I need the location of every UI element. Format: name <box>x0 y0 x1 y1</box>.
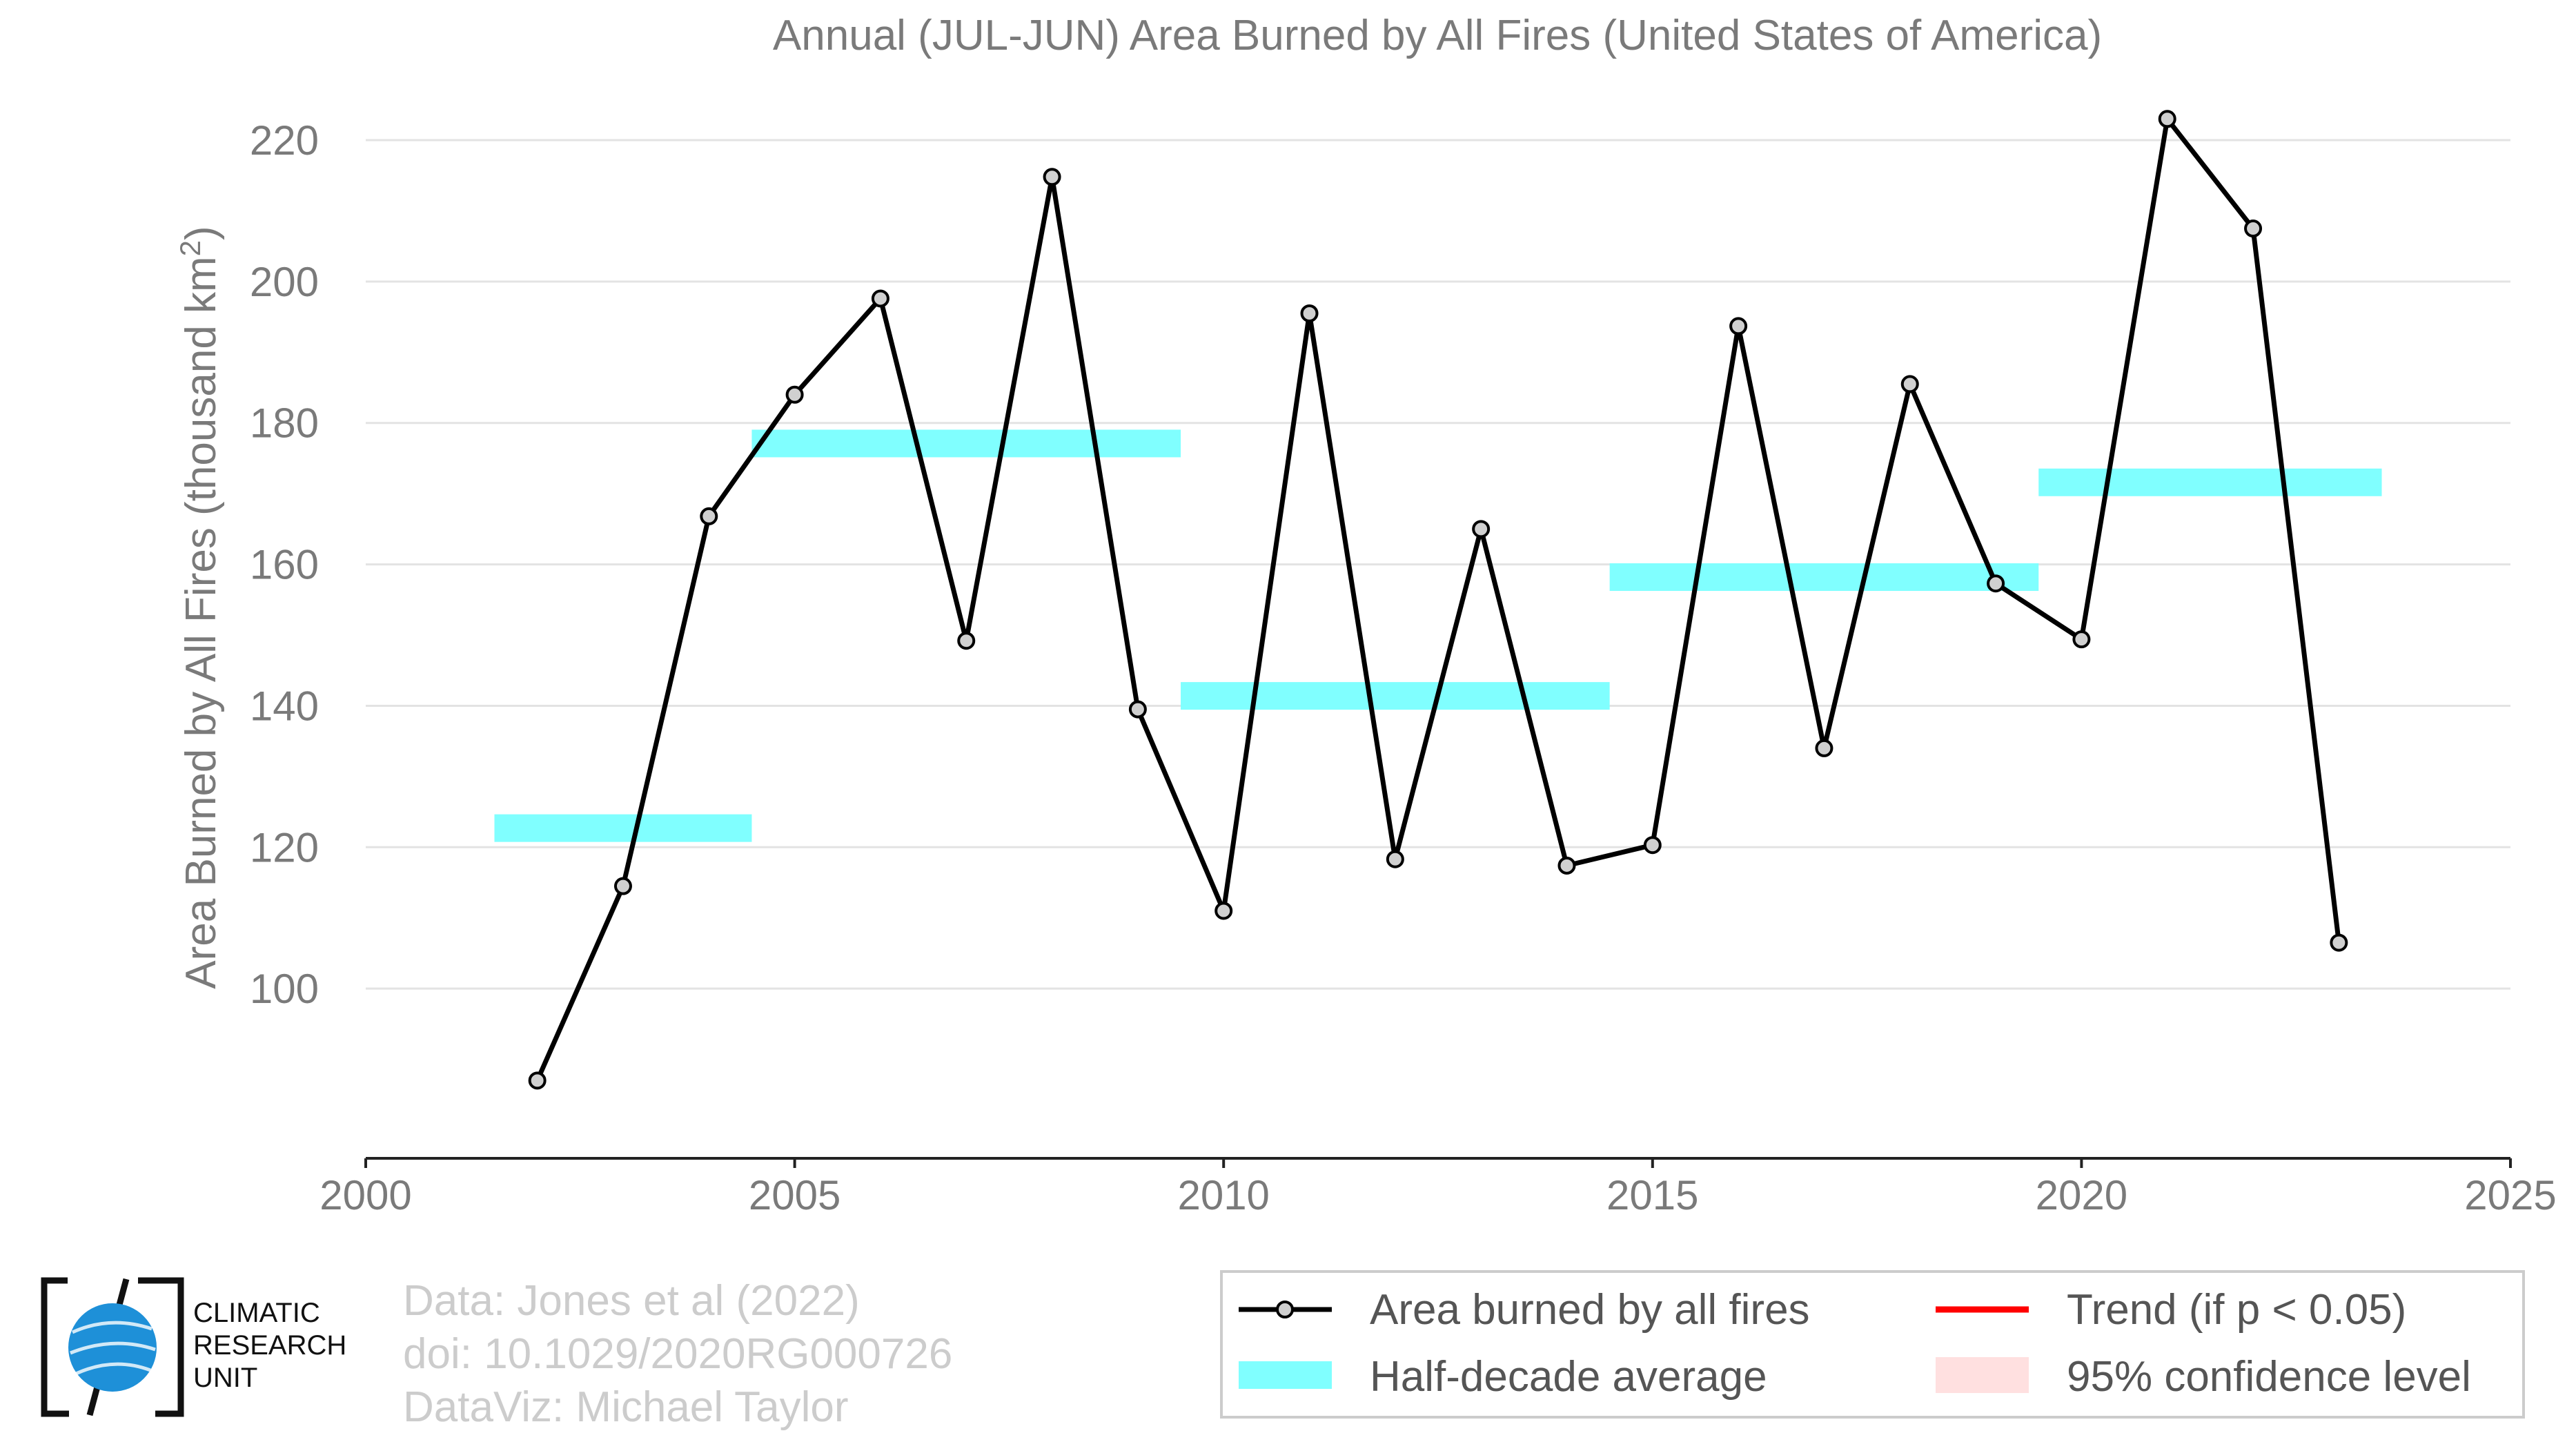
cru-logo: CLIMATIC RESEARCH UNIT <box>41 1277 346 1417</box>
legend-swatch-confidence <box>1936 1357 2029 1393</box>
legend-label-area-burned: Area burned by all fires <box>1370 1286 1810 1334</box>
half-decade-bar-3 <box>1609 563 2039 592</box>
data-point-2005 <box>785 385 804 404</box>
data-point-2004 <box>700 507 718 525</box>
data-point-2015 <box>1643 836 1662 855</box>
tick-labels: 100 120 140 160 180 200 220 2000 2005 2010 2015 202… <box>250 117 2557 1218</box>
gridlines <box>366 139 2510 990</box>
legend-label-half-decade: Half-decade average <box>1370 1353 1767 1401</box>
data-point-2003 <box>613 877 632 895</box>
y-axis-label-superscript: 2 <box>174 240 206 256</box>
series-line-area-burned <box>535 116 2341 1082</box>
data-point-2010 <box>1215 902 1233 920</box>
y-tick-label-200: 200 <box>250 259 319 305</box>
x-tick-label-2015: 2015 <box>1606 1172 1698 1218</box>
logo-text-line2: RESEARCH <box>193 1330 346 1361</box>
x-tick-label-2020: 2020 <box>2036 1172 2127 1218</box>
half-decade-bar-4 <box>2038 468 2382 496</box>
chart-title: Annual (JUL-JUN) Area Burned by All Fire… <box>773 12 2102 59</box>
data-point-2006 <box>871 289 889 308</box>
data-point-2002 <box>528 1071 547 1090</box>
data-point-2022 <box>2244 220 2263 238</box>
legend-label-trend: Trend (if p < 0.05) <box>2067 1286 2406 1334</box>
globe-wave-lines <box>70 1321 156 1376</box>
data-point-2008 <box>1043 168 1061 186</box>
legend-box <box>1220 1270 2525 1419</box>
y-tick-label-180: 180 <box>250 400 319 447</box>
legend: Area burned by all fires Trend (if p < 0… <box>1220 1270 2525 1419</box>
x-axis <box>364 1157 2512 1168</box>
data-point-2012 <box>1386 850 1404 868</box>
data-point-2021 <box>2158 110 2176 128</box>
x-tick-label-2010: 2010 <box>1177 1172 1269 1218</box>
y-axis-label: Area Burned by All Fires (thousand km2) <box>174 226 225 989</box>
data-point-2023 <box>2330 933 2348 952</box>
half-decade-bar-2 <box>1181 682 1610 710</box>
data-point-2017 <box>1815 739 1833 757</box>
data-point-2013 <box>1472 520 1491 538</box>
y-axis-label-close: ) <box>177 226 225 240</box>
legend-swatch-half-decade <box>1239 1361 1332 1389</box>
data-point-2011 <box>1300 304 1319 322</box>
data-point-2020 <box>2072 630 2091 649</box>
half-decade-average-bars <box>494 429 2382 842</box>
y-tick-label-160: 160 <box>250 542 319 588</box>
logo-bracket-left <box>41 1277 69 1417</box>
half-decade-bar-0 <box>494 814 752 842</box>
data-point-2016 <box>1729 317 1748 335</box>
y-tick-label-100: 100 <box>250 966 319 1012</box>
half-decade-bar-1 <box>751 429 1181 458</box>
x-tick-label-2025: 2025 <box>2464 1172 2556 1218</box>
series-markers <box>528 110 2348 1090</box>
y-tick-label-120: 120 <box>250 824 319 870</box>
credit-doi: doi: 10.1029/2020RG000726 <box>403 1330 952 1378</box>
logo-text-line1: CLIMATIC <box>193 1298 320 1328</box>
y-tick-label-220: 220 <box>250 117 319 164</box>
y-tick-label-140: 140 <box>250 683 319 729</box>
series-area-burned <box>535 116 2341 1082</box>
data-point-2014 <box>1557 856 1576 875</box>
credit-data: Data: Jones et al (2022) <box>403 1277 860 1325</box>
y-axis-label-text: Area Burned by All Fires (thousand km <box>177 256 225 989</box>
data-point-2019 <box>1987 574 2005 593</box>
data-point-2009 <box>1128 700 1147 719</box>
legend-label-confidence: 95% confidence level <box>2067 1353 2471 1401</box>
x-tick-label-2005: 2005 <box>749 1172 840 1218</box>
legend-swatch-marker <box>1276 1301 1294 1318</box>
credit-dataviz: DataViz: Michael Taylor <box>403 1383 849 1431</box>
data-point-2018 <box>1900 375 1919 393</box>
logo-text-line3: UNIT <box>193 1363 257 1393</box>
x-tick-label-2000: 2000 <box>319 1172 411 1218</box>
data-point-2007 <box>957 632 976 650</box>
logo-bracket-right <box>138 1277 184 1417</box>
